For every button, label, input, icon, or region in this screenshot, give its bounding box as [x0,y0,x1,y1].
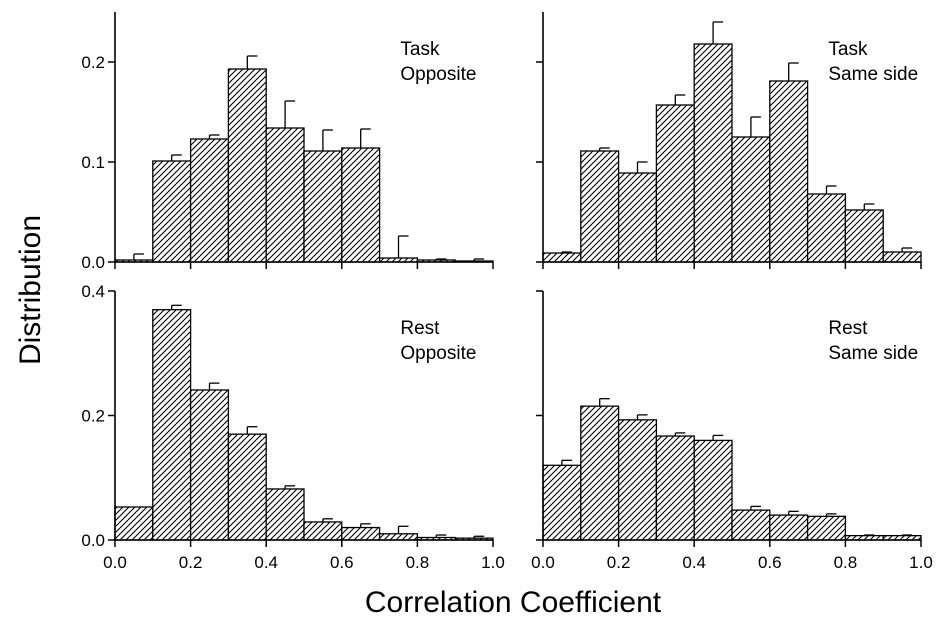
x-tick-label: 0.8 [834,553,858,572]
histogram-bar [693,439,733,541]
histogram-bar [303,521,343,541]
y-axis-title: Distribution [14,215,47,365]
y-tick-label: 0.1 [81,153,105,172]
histogram-bar [655,435,695,541]
panel-bottom-left: 0.0 0.2 0.4 0.0 0.2 0.4 0.6 0.8 1.0 Rest Opposite [81,282,504,572]
panel-label-line: Opposite [400,64,476,85]
x-tick-label: 0.6 [330,553,354,572]
histogram-bar [152,309,192,541]
histogram-bar [844,209,884,263]
histogram-bar [189,138,230,263]
panel-top-right: Task Same side [536,12,922,269]
y-tick-label: 0.2 [81,53,105,72]
x-tick-label: 0.2 [607,553,631,572]
histogram-bar [542,252,582,263]
x-tick-label: 0.4 [682,553,706,572]
histogram-bar [693,43,733,263]
histogram-bar [542,464,582,541]
histogram-bar [731,136,771,263]
x-tick-label: 0.0 [531,553,555,572]
x-tick-label: 0.0 [103,553,127,572]
histogram-bar [617,419,658,541]
histogram-bar [152,160,192,263]
panel-label-line: Same side [828,343,918,364]
panel-label-line: Task [400,39,440,60]
x-tick-label: 0.6 [758,553,782,572]
histogram-bar [341,147,381,263]
histogram-bar [882,251,922,263]
histogram-bar [769,80,809,263]
y-tick-label: 0.4 [81,282,105,301]
histogram-bar [769,514,809,541]
panel-label-line: Same side [828,64,918,85]
x-axis-title: Correlation Coefficient [365,586,662,619]
histogram-bar [378,533,419,541]
x-tick-label: 1.0 [909,553,933,572]
histogram-bar [265,127,305,263]
histogram-bar [341,526,381,541]
histogram-bar [580,150,620,263]
histogram-bar [114,506,154,541]
histogram-bar [227,68,267,263]
panel-label-line: Rest [400,318,440,339]
histogram-bar [731,509,771,541]
histogram-bar [227,433,267,541]
x-tick-label: 0.8 [406,553,430,572]
y-tick-label: 0.2 [81,407,105,426]
panel-label-line: Opposite [400,343,476,364]
histogram-bar [655,104,695,263]
histogram-bar [806,515,847,541]
panel-label-line: Rest [828,318,868,339]
panel-top-left: 0.0 0.1 0.2 Task Opposite [81,12,494,272]
histogram-bar [806,193,847,263]
x-tick-label: 0.4 [254,553,278,572]
x-tick-label: 0.2 [179,553,203,572]
histogram-bar [580,405,620,541]
histogram-bar [617,172,658,263]
y-tick-label: 0.0 [81,253,105,272]
panel-label-line: Task [828,39,868,60]
y-tick-label: 0.0 [81,531,105,550]
histogram-bar [265,488,305,541]
x-tick-label: 1.0 [481,553,505,572]
histogram-bar [189,389,230,541]
panel-bottom-right: 0.0 0.2 0.4 0.6 0.8 1.0 Rest Same side [531,290,933,572]
histogram-bar [303,150,343,263]
